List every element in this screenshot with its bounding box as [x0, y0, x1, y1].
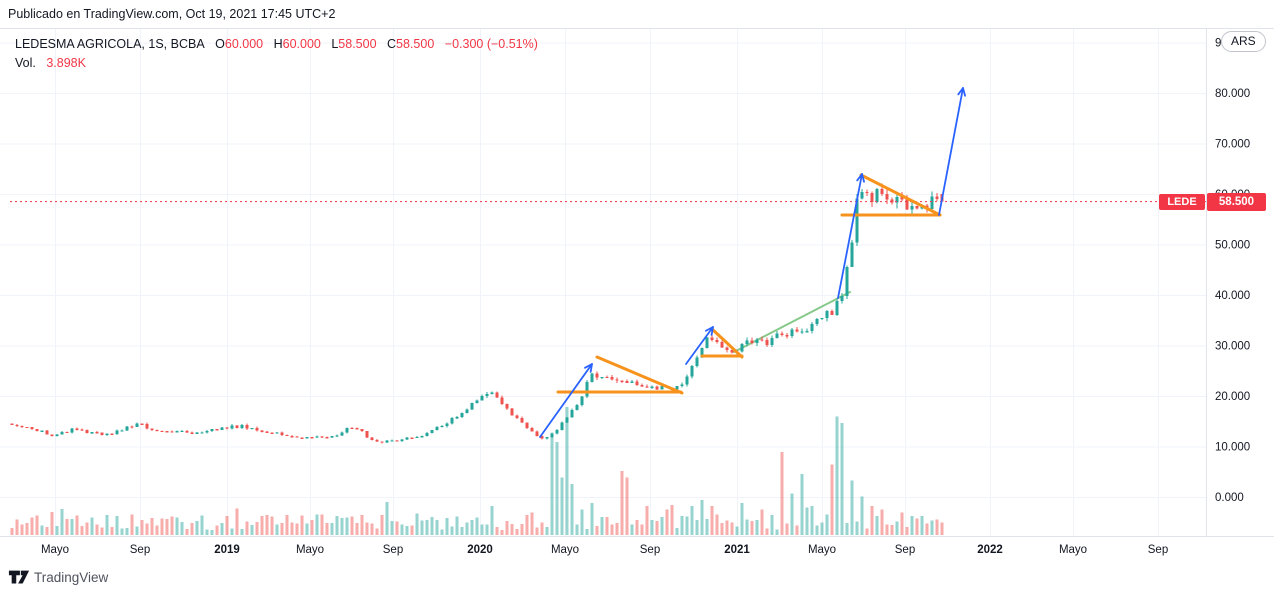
svg-text:Mayo: Mayo [41, 544, 69, 556]
currency-button[interactable]: ARS [1221, 31, 1266, 52]
svg-text:30.000: 30.000 [1215, 341, 1250, 353]
svg-text:2020: 2020 [467, 544, 493, 556]
close-label: C [387, 37, 397, 51]
svg-text:20.000: 20.000 [1215, 391, 1250, 403]
open-label: O [215, 37, 225, 51]
low-label: L [331, 37, 339, 51]
open-value: 60.000 [224, 37, 264, 51]
svg-text:Mayo: Mayo [296, 544, 324, 556]
publish-bar: Publicado en TradingView.com, Oct 19, 20… [0, 0, 1274, 29]
svg-text:40.000: 40.000 [1215, 290, 1250, 302]
chart-area: 0.000 10.000 20.000 30.000 40.000 50.000 60.00… [0, 29, 1274, 562]
svg-text:Mayo: Mayo [1059, 544, 1087, 556]
legend-line-1: LEDESMA AGRICOLA, 1S, BCBA O60.000 H60.0… [15, 35, 538, 54]
svg-text:70.000: 70.000 [1215, 139, 1250, 151]
svg-text:80.000: 80.000 [1215, 88, 1250, 100]
close-value: 58.500 [396, 37, 435, 51]
svg-text:Sep: Sep [1148, 544, 1168, 556]
high-label: H [273, 37, 283, 51]
svg-text:0.000: 0.000 [1215, 492, 1244, 504]
svg-text:Mayo: Mayo [551, 544, 579, 556]
symbol-legend[interactable]: LEDESMA AGRICOLA, 1S, BCBA O60.000 H60.0… [15, 35, 538, 73]
low-value: 58.500 [338, 37, 377, 51]
change-value: −0.300 (−0.51%) [444, 37, 538, 51]
svg-text:Sep: Sep [640, 544, 660, 556]
price-flag-symbol: LEDE [1159, 194, 1205, 210]
symbol-title: LEDESMA AGRICOLA, 1S, BCBA [15, 37, 205, 51]
svg-text:Mayo: Mayo [808, 544, 836, 556]
last-price-label: 58.500 [1207, 193, 1266, 211]
svg-text:10.000: 10.000 [1215, 442, 1250, 454]
svg-text:Sep: Sep [895, 544, 915, 556]
tradingview-logo-icon[interactable] [8, 570, 30, 590]
svg-text:2022: 2022 [977, 544, 1003, 556]
legend-line-2: Vol. 3.898K [15, 54, 538, 73]
price-chart-canvas[interactable]: 0.000 10.000 20.000 30.000 40.000 50.000 60.00… [0, 29, 1274, 562]
svg-text:Sep: Sep [383, 544, 403, 556]
svg-text:2021: 2021 [724, 544, 750, 556]
publish-caption: Publicado en TradingView.com, Oct 19, 20… [8, 7, 336, 21]
volume-label: Vol. [15, 56, 36, 70]
svg-text:2019: 2019 [214, 544, 240, 556]
volume-value: 3.898K [46, 56, 86, 70]
high-value: 60.000 [282, 37, 321, 51]
footer-bar: TradingView [0, 562, 1274, 598]
svg-text:Sep: Sep [130, 544, 150, 556]
tradingview-wordmark[interactable]: TradingView [34, 570, 109, 585]
svg-text:50.000: 50.000 [1215, 240, 1250, 252]
